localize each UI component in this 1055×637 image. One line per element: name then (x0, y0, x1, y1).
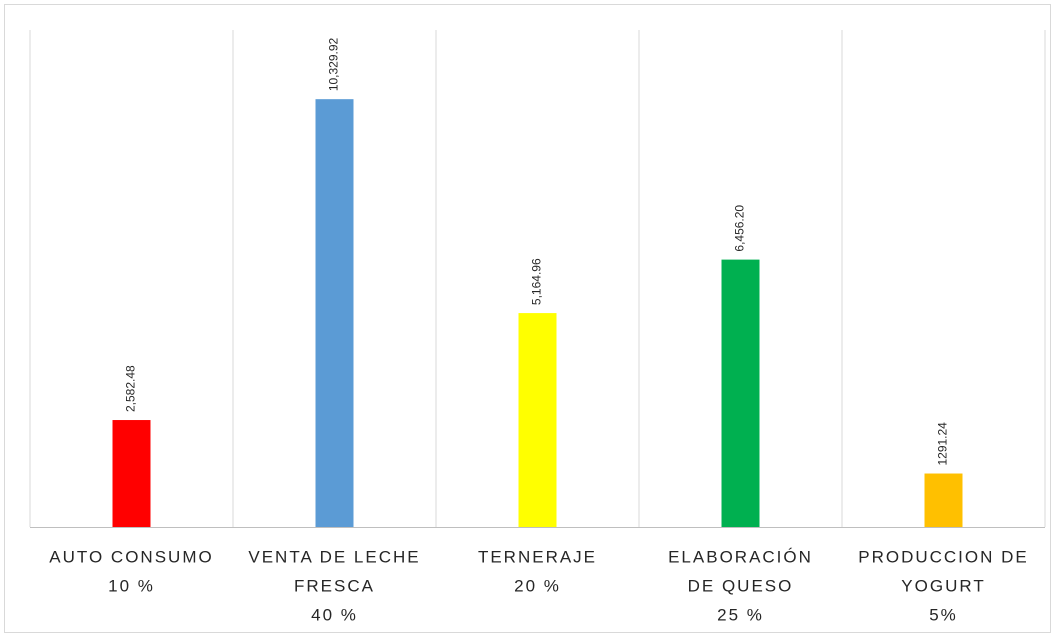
bar (518, 313, 557, 527)
x-tick-label: AUTO CONSUMO (49, 547, 213, 566)
x-tick-label: 25 % (717, 605, 764, 624)
x-tick-label: YOGURT (901, 576, 985, 595)
value-label: 1291.24 (936, 422, 950, 466)
value-label: 6,456.20 (733, 205, 747, 252)
x-tick-label: 10 % (108, 576, 155, 595)
x-tick-label: PRODUCCION DE (858, 547, 1029, 566)
x-tick-label: ELABORACIÓN (668, 547, 813, 566)
x-tick-label: VENTA DE LECHE (248, 547, 420, 566)
bar (721, 259, 760, 527)
bar (315, 99, 354, 528)
value-label: 5,164.96 (530, 258, 544, 305)
x-tick-label: 5% (929, 605, 958, 624)
bar (112, 420, 151, 527)
bar (924, 473, 963, 527)
x-tick-label: 40 % (311, 605, 358, 624)
x-tick-label: DE QUESO (688, 576, 794, 595)
x-tick-label: 20 % (514, 576, 561, 595)
x-tick-label: FRESCA (294, 576, 375, 595)
value-label: 2,582.48 (124, 365, 138, 412)
value-label: 10,329.92 (327, 37, 341, 91)
x-tick-label: TERNERAJE (478, 547, 597, 566)
